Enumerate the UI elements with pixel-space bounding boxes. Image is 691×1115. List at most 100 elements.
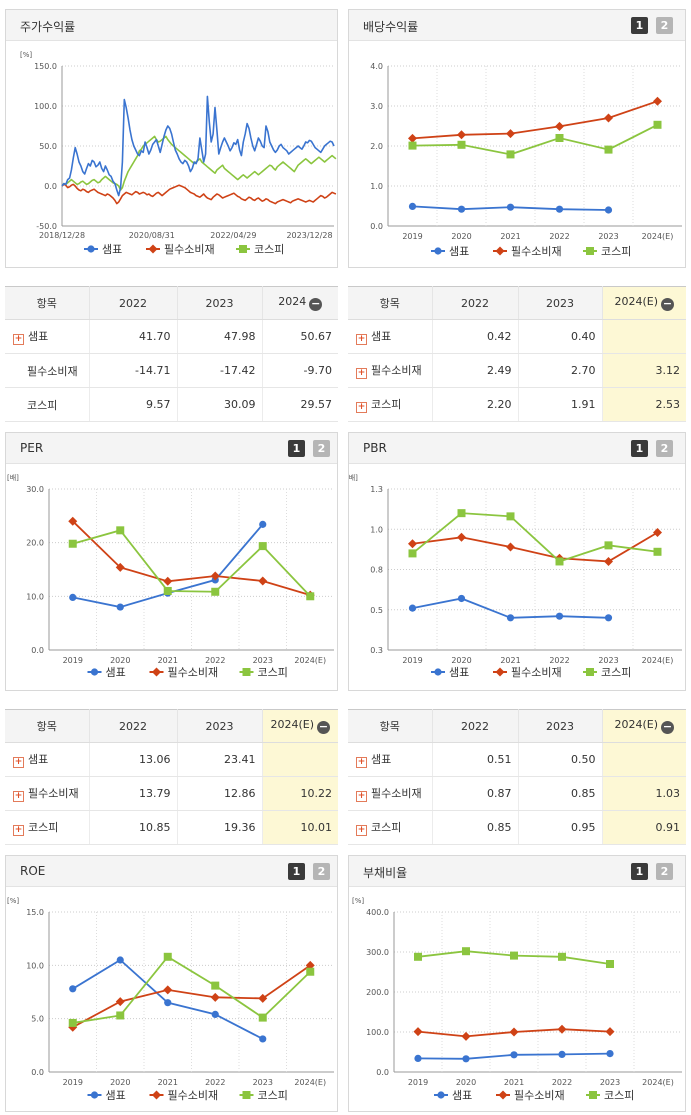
table-cell: 19.36 (176, 810, 262, 845)
x-tick-label: 2024(E) (642, 656, 674, 665)
table-row: 코스피 9.57 30.09 29.57 (5, 387, 338, 422)
tab-1-button[interactable]: 1 (288, 440, 305, 457)
header-year-estimate: 2024(E) − (601, 709, 686, 743)
data-point (555, 557, 564, 566)
tab-2-button[interactable]: 2 (313, 440, 330, 457)
data-point (408, 141, 417, 150)
y-tick-label: 50.0 (39, 142, 57, 151)
data-point (306, 967, 315, 976)
x-tick-label: 2023 (253, 1078, 273, 1087)
y-tick-label: 0.0 (31, 646, 44, 655)
tab-1-button[interactable]: 1 (631, 863, 648, 880)
y-tick-label: 0.0 (31, 1068, 44, 1077)
data-point (408, 539, 417, 549)
data-point (305, 960, 315, 970)
data-point (604, 556, 613, 566)
y-tick-label: 1.3 (370, 485, 383, 494)
x-tick-label: 2021 (158, 656, 178, 665)
collapse-minus-icon[interactable]: − (661, 720, 675, 734)
legend-label: 필수소비재 (511, 666, 562, 679)
x-tick-label: 2019 (408, 1078, 428, 1087)
table-cell: 30.09 (176, 387, 262, 422)
y-tick-label: 20.0 (26, 539, 44, 548)
legend-label: 필수소비재 (164, 243, 215, 256)
table-cell: -9.70 (261, 353, 338, 388)
pbr-table: 항목 2022 2023 2024(E) − + 샘표 0.51 0.50 + 필수소비재 0… (348, 709, 686, 845)
y-tick-label: 10.0 (26, 961, 44, 970)
data-point (589, 1091, 597, 1099)
expand-plus-icon[interactable]: + (356, 757, 367, 768)
header-year-estimate: 2024(E) − (261, 709, 338, 743)
header-year-label: 2024(E) (614, 718, 659, 731)
data-point (462, 1055, 470, 1063)
unit-label: [%] (352, 897, 364, 905)
data-point (258, 576, 268, 586)
expand-plus-icon[interactable]: + (356, 825, 367, 836)
expand-plus-icon[interactable]: + (13, 757, 24, 768)
tab-1-button[interactable]: 1 (288, 863, 305, 880)
tab-2-button[interactable]: 2 (313, 863, 330, 880)
data-point (462, 947, 470, 956)
data-point (586, 668, 594, 676)
row-name: 샘표 (28, 330, 49, 343)
data-point (606, 960, 614, 968)
tab-1-button[interactable]: 1 (631, 440, 648, 457)
table-row: + 샘표 0.51 0.50 (348, 742, 686, 777)
data-point (506, 542, 515, 552)
x-tick-label: 2022/04/29 (210, 231, 256, 240)
row-name: 코스피 (371, 398, 402, 411)
legend-label: 필수소비재 (511, 245, 562, 258)
table-cell: 0.95 (517, 810, 602, 845)
row-name: 필수소비재 (371, 364, 422, 377)
unit-label: [배] (7, 473, 19, 482)
panel-title: ROE (20, 864, 46, 878)
expand-plus-icon[interactable]: + (356, 368, 367, 379)
data-point (457, 130, 466, 140)
legend-label: 코스피 (254, 243, 284, 256)
table-cell: 2.70 (517, 353, 602, 388)
table-row: 필수소비재 -14.71 -17.42 -9.70 (5, 353, 338, 388)
row-label: + 샘표 (5, 742, 89, 777)
table-row: + 샘표 0.42 0.40 (348, 319, 686, 354)
data-point (506, 129, 515, 139)
y-tick-label: 0.8 (370, 566, 383, 575)
table-cell: 10.85 (88, 810, 177, 845)
collapse-minus-icon[interactable]: − (661, 297, 675, 311)
y-tick-label: 1.0 (370, 182, 383, 191)
x-tick-label: 2018/12/28 (39, 231, 85, 240)
x-tick-label: 2020 (451, 232, 471, 241)
y-tick-label: 0.0 (44, 182, 57, 191)
data-point (434, 247, 442, 255)
x-tick-label: 2019 (63, 1078, 83, 1087)
tab-1-button[interactable]: 1 (631, 17, 648, 34)
x-tick-label: 2022 (205, 1078, 225, 1087)
table-cell: -14.71 (88, 353, 177, 388)
expand-plus-icon[interactable]: + (13, 825, 24, 836)
panel-header: 배당수익률 1 2 (349, 10, 685, 41)
tab-2-button[interactable]: 2 (656, 440, 673, 457)
expand-plus-icon[interactable]: + (13, 334, 24, 345)
expand-plus-icon[interactable]: + (356, 334, 367, 345)
table-cell: 0.85 (517, 776, 602, 811)
header-item: 항목 (348, 709, 432, 743)
expand-plus-icon[interactable]: + (356, 402, 367, 413)
expand-plus-icon[interactable]: + (13, 791, 24, 802)
data-point (653, 120, 662, 129)
data-point (211, 1010, 219, 1018)
table-cell: 47.98 (176, 319, 262, 354)
tab-2-button[interactable]: 2 (656, 17, 673, 34)
y-tick-label: 4.0 (370, 62, 383, 71)
per-table: 항목 2022 2023 2024(E) − + 샘표 13.06 23.41 + 필수소비… (5, 709, 338, 845)
tab-2-button[interactable]: 2 (656, 863, 673, 880)
collapse-minus-icon[interactable]: − (317, 720, 331, 734)
table-header-row: 항목 2022 2023 2024(E) − (348, 709, 686, 743)
header-year-current: 2024− (261, 286, 338, 320)
collapse-minus-icon[interactable]: − (309, 297, 323, 311)
data-point (457, 509, 466, 518)
data-point (163, 952, 172, 961)
table-header-row: 항목 2022 2023 2024(E) − (348, 286, 686, 320)
x-tick-label: 2021 (504, 1078, 524, 1087)
data-point (116, 603, 124, 611)
expand-plus-icon[interactable]: + (356, 791, 367, 802)
